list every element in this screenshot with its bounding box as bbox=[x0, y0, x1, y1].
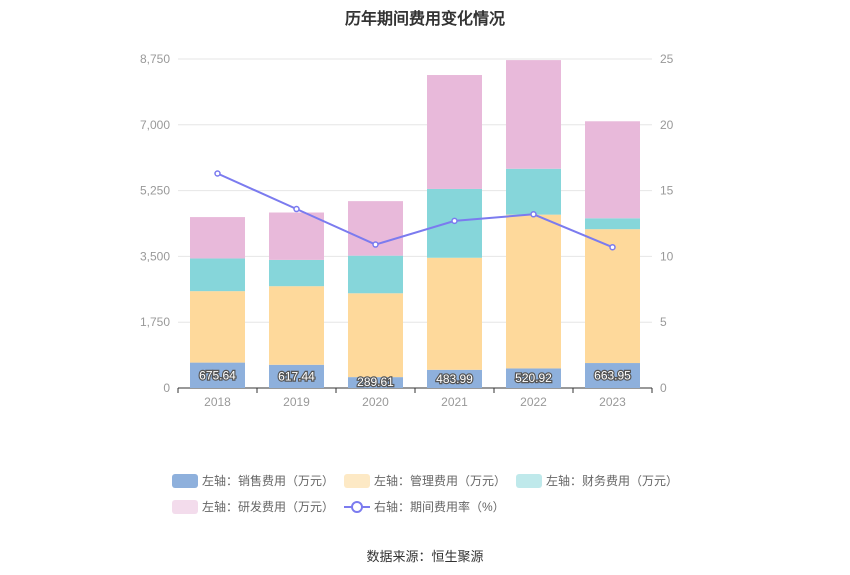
bar-segment-2 bbox=[348, 255, 403, 294]
bar-segment-1 bbox=[190, 291, 245, 363]
legend-swatch-admin bbox=[344, 473, 370, 488]
y-right-tick-label: 0 bbox=[660, 381, 667, 395]
legend-swatch-finance bbox=[516, 473, 542, 488]
stacked-bar-line-chart: 0 1,750 3,500 5,250 7,000 8,750 0 5 10 15 20 25 2018… bbox=[140, 52, 674, 409]
x-tick-label: 2022 bbox=[520, 395, 547, 409]
y-right-tick-label: 10 bbox=[660, 249, 674, 263]
legend-swatch-rnd bbox=[172, 499, 198, 514]
legend-item-rate[interactable]: 右轴：期间费用率（%） bbox=[344, 498, 505, 515]
chart-title: 历年期间费用变化情况 bbox=[344, 11, 505, 28]
bar-segment-3 bbox=[585, 121, 640, 219]
bar-segment-3 bbox=[190, 217, 245, 259]
y-right-tick-label: 5 bbox=[660, 315, 667, 329]
legend-item-sales[interactable]: 左轴：销售费用（万元） bbox=[172, 472, 334, 489]
bar-segment-2 bbox=[506, 168, 561, 215]
y-left-tick-label: 8,750 bbox=[140, 52, 170, 66]
bar-segment-1 bbox=[585, 229, 640, 364]
legend-item-rnd[interactable]: 左轴：研发费用（万元） bbox=[172, 498, 334, 515]
bar-segment-2 bbox=[269, 259, 324, 287]
bar-data-label: 675.64 bbox=[199, 368, 236, 382]
bar-segment-0 bbox=[585, 363, 640, 388]
bar-segment-1 bbox=[427, 257, 482, 370]
legend-line-marker-icon bbox=[344, 500, 370, 514]
legend-label-finance: 左轴：财务费用（万元） bbox=[546, 474, 679, 488]
bar-data-label: 663.95 bbox=[594, 369, 631, 383]
data-source: 数据来源：恒生聚源 bbox=[366, 549, 484, 564]
rate-line-point bbox=[451, 217, 458, 225]
legend-item-finance[interactable]: 左轴：财务费用（万元） bbox=[516, 472, 678, 489]
bar-data-label: 617.44 bbox=[278, 369, 315, 383]
bar-segment-0 bbox=[269, 364, 324, 388]
y-left-tick-label: 0 bbox=[163, 381, 170, 395]
bar-segment-3 bbox=[506, 60, 561, 169]
bar-data-label: 483.99 bbox=[436, 372, 473, 386]
x-tick-label: 2018 bbox=[204, 395, 231, 409]
x-tick-label: 2023 bbox=[599, 395, 626, 409]
legend-item-admin[interactable]: 左轴：管理费用（万元） bbox=[344, 472, 506, 489]
x-tick-label: 2021 bbox=[441, 395, 468, 409]
rate-line-point bbox=[372, 241, 379, 248]
rate-line bbox=[217, 172, 613, 249]
y-left-tick-label: 3,500 bbox=[140, 249, 170, 263]
y-right-tick-label: 20 bbox=[660, 118, 674, 132]
rate-line-point bbox=[609, 243, 616, 251]
bar-data-label: 289.61 bbox=[357, 375, 394, 389]
rate-line-point bbox=[293, 205, 300, 213]
legend-label-rnd: 左轴：研发费用（万元） bbox=[202, 500, 335, 514]
legend-label-rate: 右轴：期间费用率（%） bbox=[374, 500, 505, 514]
x-tick-label: 2020 bbox=[362, 395, 389, 409]
y-left-tick-label: 7,000 bbox=[140, 118, 170, 132]
bar-segment-3 bbox=[269, 212, 324, 260]
rate-line-point bbox=[214, 170, 221, 177]
legend-swatch-sales bbox=[172, 473, 198, 488]
bar-segment-2 bbox=[585, 218, 640, 230]
y-left-tick-label: 5,250 bbox=[140, 184, 170, 198]
y-right-tick-label: 25 bbox=[660, 52, 674, 66]
bar-segment-1 bbox=[506, 214, 561, 369]
bar-segment-2 bbox=[190, 258, 245, 292]
bar-segment-0 bbox=[190, 362, 245, 388]
y-left-tick-label: 1,750 bbox=[140, 315, 170, 329]
y-right-tick-label: 15 bbox=[660, 184, 674, 198]
x-tick-label: 2019 bbox=[283, 395, 310, 409]
bar-segment-3 bbox=[427, 75, 482, 189]
rate-line-point bbox=[530, 211, 537, 218]
bar-segment-0 bbox=[348, 377, 403, 388]
bar-segment-1 bbox=[269, 286, 324, 365]
bar-data-label: 520.92 bbox=[515, 371, 552, 385]
bar-segment-1 bbox=[348, 293, 403, 378]
legend-label-admin: 左轴：管理费用（万元） bbox=[374, 474, 507, 488]
legend-label-sales: 左轴：销售费用（万元） bbox=[202, 474, 335, 488]
bar-segment-0 bbox=[427, 369, 482, 388]
bar-segment-0 bbox=[506, 368, 561, 388]
